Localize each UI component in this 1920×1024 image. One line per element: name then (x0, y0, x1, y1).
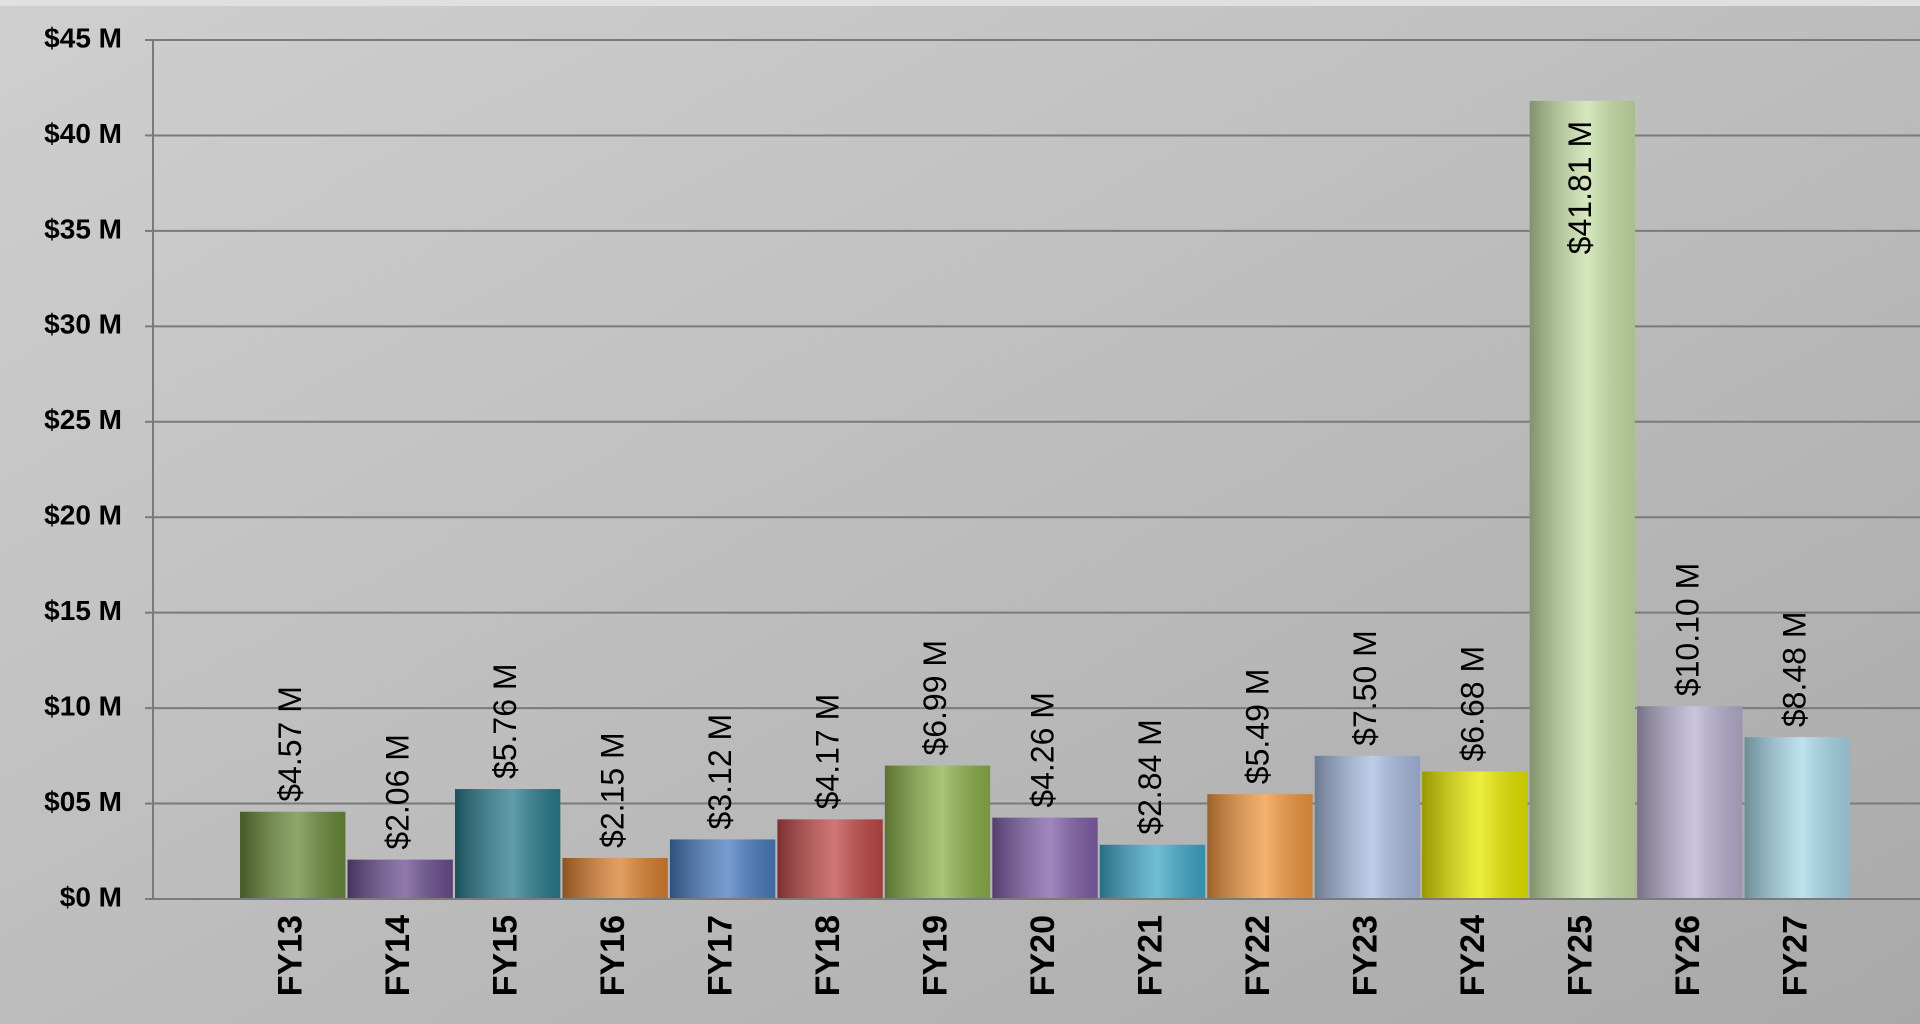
x-tick-label: FY24 (1454, 915, 1492, 996)
value-label: $4.17 M (810, 694, 846, 810)
x-tick-label: FY17 (702, 915, 740, 996)
y-tick-label: $05 M (44, 786, 122, 817)
x-tick-label: FY13 (272, 915, 310, 996)
bar-shade (1529, 100, 1635, 899)
bar-shade (1744, 737, 1850, 899)
bar-shade (455, 789, 561, 899)
value-label: $6.68 M (1454, 646, 1490, 762)
bar-shade (1099, 844, 1206, 899)
value-label: $5.49 M (1239, 669, 1275, 785)
x-tick-label: FY15 (487, 915, 525, 996)
x-tick-label: FY27 (1776, 915, 1814, 996)
bar-shade (1207, 794, 1313, 899)
bar-shade (884, 765, 991, 899)
y-tick-label: $0 M (60, 881, 122, 912)
bar-shade (777, 819, 883, 899)
bar-shade (347, 859, 453, 899)
value-label: $4.57 M (272, 686, 308, 802)
bar-shade (1637, 706, 1743, 899)
value-label: $3.12 M (702, 714, 738, 830)
value-label: $2.06 M (380, 734, 416, 850)
value-label: $6.99 M (917, 640, 953, 756)
x-tick-label: FY14 (379, 915, 417, 996)
y-tick-label: $45 M (44, 22, 122, 53)
value-label: $10.10 M (1669, 563, 1705, 696)
y-tick-label: $30 M (44, 309, 122, 340)
y-tick-label: $15 M (44, 595, 122, 626)
x-tick-label: FY21 (1131, 915, 1169, 996)
y-tick-label: $10 M (44, 691, 122, 722)
value-label: $2.15 M (595, 732, 631, 848)
value-label: $8.48 M (1777, 612, 1813, 728)
bar-shade (240, 811, 346, 899)
value-label: $7.50 M (1347, 630, 1383, 746)
x-tick-label: FY18 (809, 915, 847, 996)
y-tick-label: $20 M (44, 500, 122, 531)
bar-shade (1314, 755, 1421, 899)
x-tick-label: FY23 (1346, 915, 1384, 996)
x-tick-label: FY22 (1239, 915, 1277, 996)
bar-shade (562, 857, 668, 899)
bar-shade (669, 839, 776, 899)
x-tick-label: FY26 (1669, 915, 1707, 996)
x-tick-label: FY25 (1561, 915, 1599, 996)
value-label: $41.81 M (1562, 121, 1598, 254)
x-tick-label: FY20 (1024, 915, 1062, 996)
value-label: $5.76 M (487, 663, 523, 779)
x-tick-label: FY16 (594, 915, 632, 996)
y-tick-label: $40 M (44, 118, 122, 149)
bar-shade (1422, 771, 1528, 899)
value-label: $4.26 M (1024, 692, 1060, 808)
value-label: $2.84 M (1132, 719, 1168, 835)
y-tick-label: $35 M (44, 213, 122, 244)
top-strip (0, 0, 1920, 6)
x-tick-label: FY19 (917, 915, 955, 996)
y-tick-label: $25 M (44, 404, 122, 435)
bar-shade (992, 817, 1098, 899)
